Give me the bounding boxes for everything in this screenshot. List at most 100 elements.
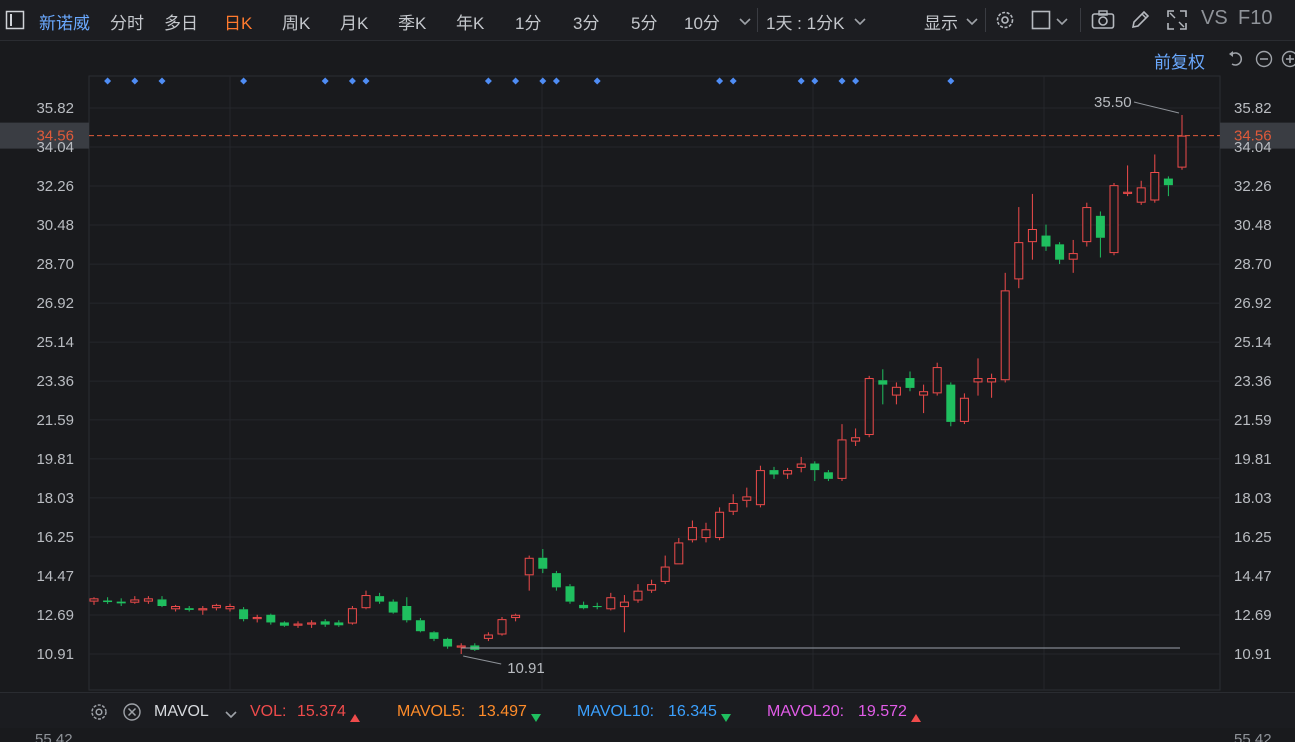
max-label-leader bbox=[1133, 101, 1180, 114]
chevron-down-icon[interactable] bbox=[853, 14, 867, 32]
tab-multi-day[interactable]: 多日 bbox=[164, 14, 198, 33]
y-axis-left: 35.82 34.04 32.26 30.48 28.70 26.92 25.14 23.36… bbox=[36, 100, 74, 663]
indicator-name[interactable]: MAVOL bbox=[154, 703, 209, 720]
candle-body bbox=[361, 595, 371, 609]
candle-body bbox=[198, 608, 208, 611]
vol-label: VOL: bbox=[250, 703, 287, 720]
candle-body bbox=[538, 557, 548, 569]
mavol10-value: 16.345 bbox=[668, 703, 717, 720]
candle-up bbox=[1000, 272, 1010, 383]
candle-body bbox=[1041, 235, 1051, 247]
event-marker bbox=[362, 77, 370, 85]
current-price-label-left: 34.56 bbox=[36, 128, 74, 145]
chevron-down-icon[interactable] bbox=[224, 707, 238, 725]
display-menu[interactable]: 显示 bbox=[924, 14, 958, 33]
fullscreen-icon[interactable] bbox=[1166, 9, 1188, 36]
y-tick-label-left: 23.36 bbox=[36, 373, 74, 390]
candle-down bbox=[1163, 176, 1173, 197]
chevron-down-icon[interactable] bbox=[965, 14, 979, 32]
event-marker bbox=[797, 77, 805, 85]
candle-body bbox=[1068, 253, 1078, 260]
candle-body bbox=[388, 601, 398, 613]
candle-up bbox=[293, 621, 303, 628]
candle-body bbox=[619, 601, 629, 608]
vs-compare-button[interactable]: VS bbox=[1201, 7, 1228, 29]
y-tick-label-left: 16.25 bbox=[36, 529, 74, 546]
event-marker bbox=[729, 77, 737, 85]
candle-body bbox=[592, 605, 602, 608]
candle-body bbox=[796, 463, 806, 468]
tab-yearly-k[interactable]: 年K bbox=[456, 14, 485, 33]
candle-body bbox=[116, 601, 126, 604]
stock-name[interactable]: 新诺威 bbox=[39, 14, 90, 33]
event-marker bbox=[348, 77, 356, 85]
candle-up bbox=[143, 596, 153, 604]
candle-up bbox=[524, 555, 534, 591]
candle-body bbox=[633, 590, 643, 601]
candle-body bbox=[891, 386, 901, 396]
gear-icon[interactable] bbox=[89, 702, 109, 727]
chevron-down-icon[interactable] bbox=[1055, 14, 1069, 32]
y-tick-label-right: 26.92 bbox=[1234, 295, 1272, 312]
candle-up bbox=[687, 520, 697, 543]
y-tick-label-left: 35.82 bbox=[36, 100, 74, 117]
tab-monthly-k[interactable]: 月K bbox=[340, 14, 369, 33]
y-tick-label-right: 35.82 bbox=[1234, 100, 1272, 117]
toolbar-separator bbox=[985, 8, 986, 32]
toolbar-separator bbox=[1080, 8, 1081, 32]
candle-down bbox=[402, 597, 412, 623]
tab-weekly-k[interactable]: 周K bbox=[282, 14, 311, 33]
pencil-icon[interactable] bbox=[1129, 9, 1151, 36]
candles bbox=[89, 115, 1187, 654]
sidebar-toggle-icon[interactable] bbox=[5, 10, 25, 35]
zoom-out-icon[interactable] bbox=[1255, 50, 1273, 73]
y-tick-label-right: 18.03 bbox=[1234, 490, 1272, 507]
gear-icon[interactable] bbox=[994, 9, 1016, 36]
kline-chart[interactable]: 34.56 34.56 35.50 10.91 35.82 34.04 32.26 30.4… bbox=[0, 40, 1295, 692]
candle-up bbox=[1027, 193, 1037, 260]
candle-down bbox=[592, 602, 602, 610]
f10-button[interactable]: F10 bbox=[1238, 7, 1273, 29]
chevron-down-icon[interactable] bbox=[738, 14, 752, 32]
candle-up bbox=[252, 614, 262, 623]
candle-body bbox=[184, 608, 194, 610]
kline-svg[interactable]: 34.56 34.56 35.50 10.91 35.82 34.04 32.26 30.4… bbox=[0, 40, 1295, 692]
y-tick-label-left: 32.26 bbox=[36, 178, 74, 195]
tab-10min[interactable]: 10分 bbox=[684, 14, 720, 33]
camera-icon[interactable] bbox=[1091, 10, 1115, 35]
period-select[interactable]: 1天 : 1分K bbox=[766, 14, 845, 33]
mavol20-label: MAVOL20: bbox=[767, 703, 845, 720]
tab-5min[interactable]: 5分 bbox=[631, 14, 658, 33]
candle-body bbox=[919, 391, 929, 396]
y-tick-label-left: 12.69 bbox=[36, 607, 74, 624]
zoom-in-icon[interactable] bbox=[1281, 50, 1295, 73]
candle-body bbox=[565, 586, 575, 602]
tab-1min[interactable]: 1分 bbox=[515, 14, 542, 33]
tab-quarterly-k[interactable]: 季K bbox=[398, 14, 427, 33]
candle-up bbox=[851, 428, 861, 446]
tab-3min[interactable]: 3分 bbox=[573, 14, 600, 33]
candle-body bbox=[171, 605, 181, 610]
candle-up bbox=[1136, 180, 1146, 205]
candle-body bbox=[987, 378, 997, 383]
tab-intraday[interactable]: 分时 bbox=[110, 14, 144, 33]
candle-body bbox=[905, 378, 915, 388]
candle-body bbox=[347, 608, 357, 624]
undo-icon[interactable] bbox=[1228, 50, 1246, 73]
layout-icon[interactable] bbox=[1031, 10, 1051, 35]
tab-daily-k[interactable]: 日K bbox=[224, 14, 253, 33]
candle-up bbox=[837, 424, 847, 482]
candle-up bbox=[647, 579, 657, 593]
chart-grid bbox=[88, 75, 1221, 691]
candle-up bbox=[1014, 207, 1024, 289]
volume-axis-left-label: 55.42 bbox=[35, 731, 73, 742]
adjust-mode-label[interactable]: 前复权 bbox=[1154, 53, 1205, 72]
event-marker bbox=[240, 77, 248, 85]
max-price-label: 35.50 bbox=[1094, 94, 1132, 111]
y-tick-label-right: 19.81 bbox=[1234, 451, 1272, 468]
close-icon[interactable] bbox=[122, 702, 142, 727]
price-overlays: 34.56 34.56 35.50 10.91 bbox=[0, 94, 1295, 677]
candle-up bbox=[891, 382, 901, 405]
candle-up bbox=[1109, 182, 1119, 256]
y-tick-label-right: 12.69 bbox=[1234, 607, 1272, 624]
